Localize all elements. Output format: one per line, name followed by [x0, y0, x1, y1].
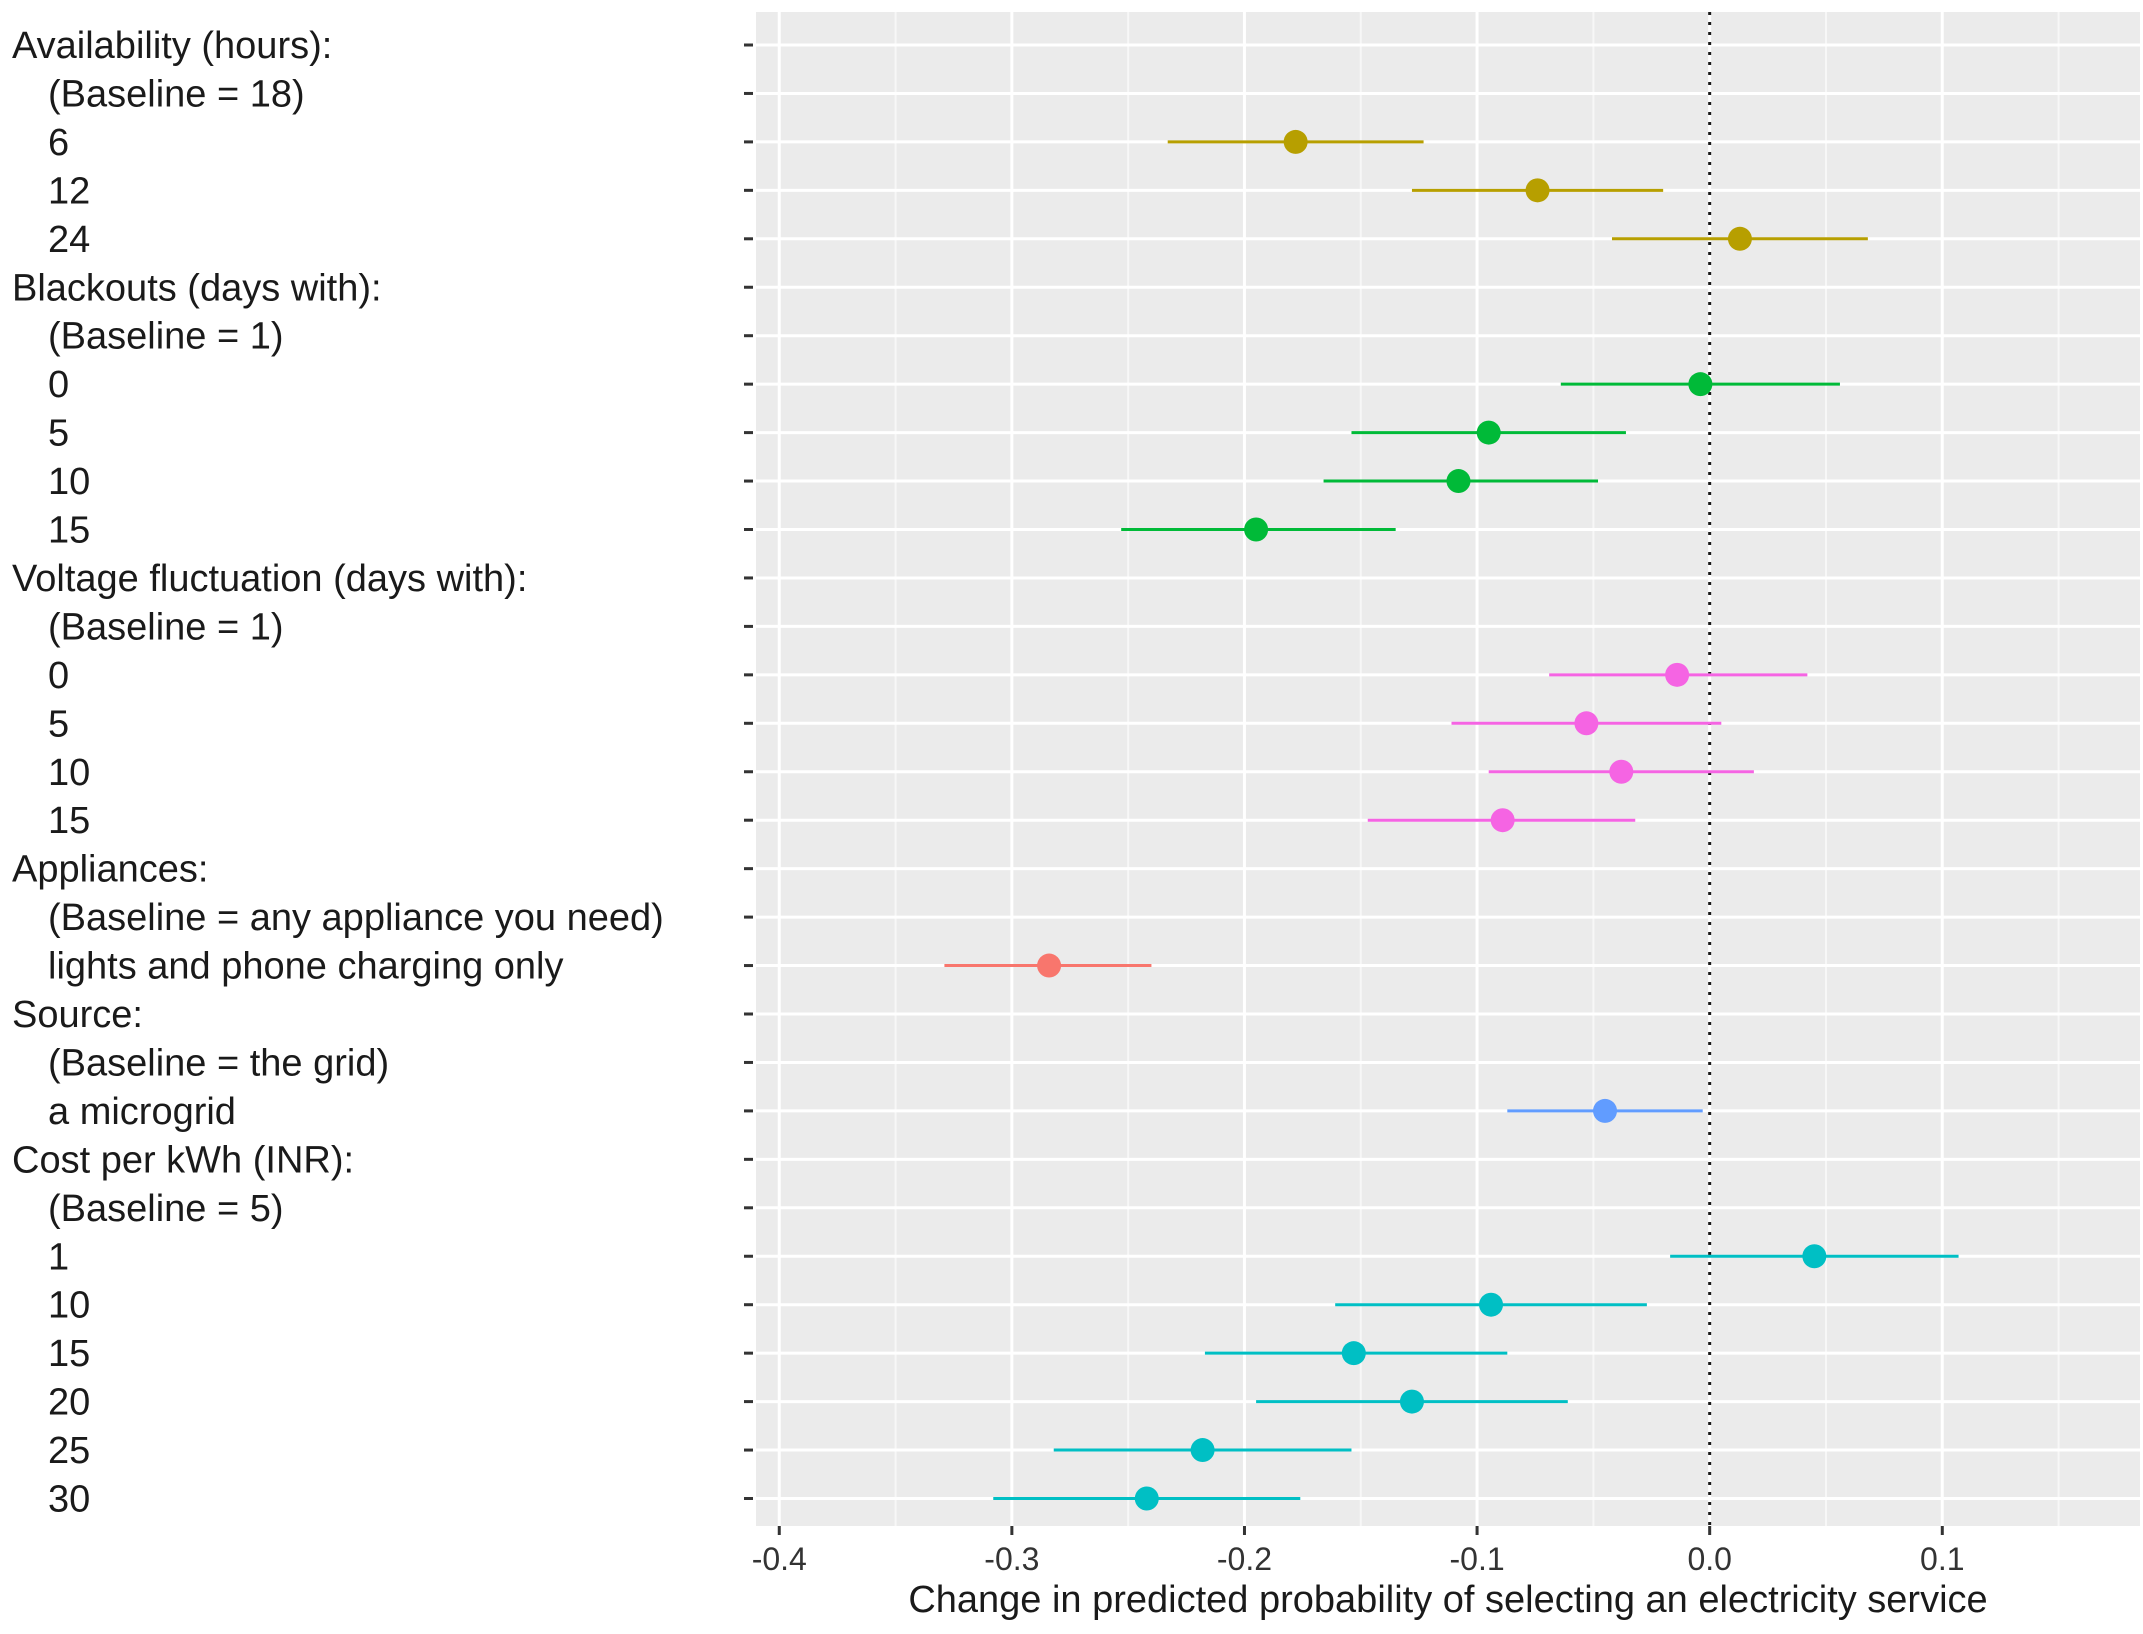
row-label: 25 — [48, 1430, 90, 1472]
x-tick-label: -0.2 — [1217, 1541, 1272, 1577]
x-tick-label: -0.1 — [1450, 1541, 1505, 1577]
row-label: Availability (hours): — [12, 25, 332, 67]
row-label: Voltage fluctuation (days with): — [12, 558, 527, 600]
row-label: 12 — [48, 170, 90, 212]
row-label: 15 — [48, 800, 90, 842]
row-label: lights and phone charging only — [48, 946, 564, 988]
x-tick-label: -0.4 — [752, 1541, 807, 1577]
row-label: 24 — [48, 219, 90, 261]
row-label: 10 — [48, 752, 90, 794]
y-axis-ticks — [744, 43, 753, 1500]
estimate-point — [1134, 1486, 1159, 1511]
row-label: (Baseline = 1) — [48, 316, 284, 358]
estimate-point — [1665, 662, 1690, 687]
estimate-point — [1190, 1438, 1215, 1463]
panel-background — [756, 12, 2140, 1526]
x-axis-labels: -0.4 -0.3 -0.2 -0.1 0.0 0.1 — [752, 1541, 1965, 1577]
row-label: 6 — [48, 122, 69, 164]
x-tick-label: 0.1 — [1920, 1541, 1964, 1577]
estimate-point — [1490, 808, 1515, 833]
minor-gridlines — [894, 12, 2060, 1526]
row-label: Source: — [12, 994, 143, 1036]
x-axis-ticks — [777, 1526, 1944, 1535]
estimate-point — [1525, 178, 1550, 203]
row-label: 15 — [48, 1333, 90, 1375]
row-label: 5 — [48, 703, 69, 745]
estimate-point — [1244, 517, 1269, 542]
estimate-point — [1399, 1389, 1424, 1414]
row-label: 10 — [48, 461, 90, 503]
row-label: (Baseline = any appliance you need) — [48, 897, 664, 939]
row-label: Blackouts (days with): — [12, 267, 382, 309]
row-label: a microgrid — [48, 1091, 236, 1133]
estimate-point — [1802, 1244, 1827, 1269]
row-label: Cost per kWh (INR): — [12, 1139, 354, 1181]
estimate-point — [1727, 226, 1752, 251]
estimates — [944, 129, 1959, 1511]
estimate-point — [1341, 1341, 1366, 1366]
row-label: (Baseline = the grid) — [48, 1042, 389, 1084]
estimate-point — [1688, 372, 1713, 397]
row-label: (Baseline = 1) — [48, 606, 284, 648]
row-label: (Baseline = 5) — [48, 1188, 284, 1230]
row-label: 20 — [48, 1382, 90, 1424]
row-label: 30 — [48, 1479, 90, 1521]
x-tick-label: 0.0 — [1687, 1541, 1731, 1577]
row-label: 5 — [48, 413, 69, 455]
y-axis-labels: Availability (hours): (Baseline = 18) 6 12 2… — [12, 25, 664, 1521]
estimate-point — [1574, 711, 1599, 736]
row-label: (Baseline = 18) — [48, 73, 305, 115]
estimate-point — [1476, 420, 1501, 445]
row-label: 10 — [48, 1285, 90, 1327]
row-label: 0 — [48, 655, 69, 697]
row-label: 15 — [48, 510, 90, 552]
row-label: 1 — [48, 1236, 69, 1278]
estimate-point — [1593, 1098, 1618, 1123]
estimate-point — [1037, 953, 1062, 978]
row-label: 0 — [48, 364, 69, 406]
estimate-point — [1609, 759, 1634, 784]
x-tick-label: -0.3 — [984, 1541, 1039, 1577]
x-axis-title: Change in predicted probability of selec… — [908, 1579, 1987, 1621]
estimate-point — [1479, 1292, 1504, 1317]
row-label: Appliances: — [12, 849, 208, 891]
estimate-point — [1446, 469, 1471, 494]
estimate-point — [1283, 129, 1308, 154]
